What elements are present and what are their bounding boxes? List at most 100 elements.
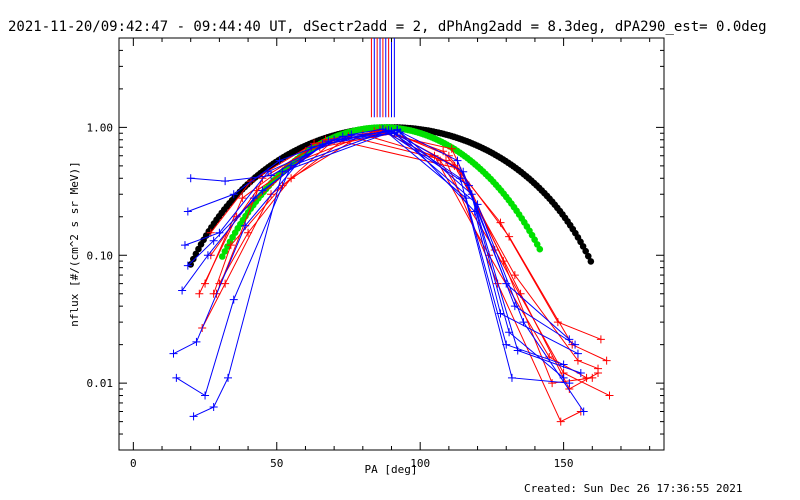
data-point-plus	[186, 174, 195, 183]
curve-point	[221, 248, 229, 255]
flux-series	[195, 127, 597, 388]
flux-series	[178, 129, 588, 416]
data-point-plus	[229, 190, 238, 199]
flux-series	[180, 125, 568, 382]
series-line	[187, 130, 576, 346]
data-point-plus	[447, 144, 456, 153]
curve-point	[192, 250, 200, 258]
data-point-plus	[464, 181, 473, 190]
y-axis-label: nflux [#/(cm^2 s sr MeV)]	[68, 161, 81, 327]
data-point-plus	[602, 356, 611, 365]
curve-point	[582, 247, 589, 255]
series-line	[218, 133, 587, 379]
curve-point	[189, 255, 197, 263]
curve-point	[587, 258, 595, 265]
series-line	[184, 128, 564, 379]
data-point-plus	[169, 349, 178, 358]
data-point-plus	[180, 241, 189, 250]
data-point-plus	[519, 318, 528, 327]
data-point-plus	[571, 340, 580, 349]
data-point-plus	[579, 407, 588, 416]
data-point-plus	[605, 391, 614, 400]
data-point-plus	[178, 286, 187, 295]
series-line	[187, 131, 581, 374]
flux-series	[183, 128, 585, 378]
y-tick-label: 0.10	[87, 249, 114, 262]
data-point-plus	[576, 369, 585, 378]
series-line	[176, 130, 564, 397]
data-point-plus	[505, 232, 514, 241]
data-point-plus	[226, 241, 235, 250]
data-point-plus	[462, 194, 471, 203]
flux-series	[189, 125, 582, 421]
flux-series	[212, 126, 605, 344]
data-point-plus	[556, 417, 565, 426]
data-point-plus	[507, 373, 516, 382]
series-line	[210, 131, 607, 362]
x-tick-label: 100	[410, 457, 430, 470]
data-point-plus	[505, 328, 514, 337]
data-point-plus	[502, 340, 511, 349]
data-point-plus	[594, 369, 603, 378]
data-point-plus	[275, 156, 284, 165]
data-point-plus	[267, 190, 276, 199]
data-point-plus	[189, 412, 198, 421]
flux-series	[172, 127, 568, 400]
data-point-plus	[467, 190, 476, 199]
x-tick-label: 150	[554, 457, 574, 470]
data-point-plus	[459, 167, 468, 176]
y-tick-label: 1.00	[87, 121, 114, 134]
data-point-plus	[201, 391, 210, 400]
axes: 0 50 100 150 0.01 0.10 1.00	[87, 37, 664, 470]
series-line	[181, 132, 585, 412]
data-point-plus	[221, 177, 230, 186]
x-axis-label: PA [deg]	[365, 463, 418, 476]
data-point-plus	[393, 125, 402, 134]
series-line	[190, 129, 570, 340]
curve-point	[536, 245, 544, 253]
series-line	[201, 135, 582, 423]
chart-title: 2021-11-20/09:42:47 - 09:44:40 UT, dSect…	[8, 19, 767, 35]
curve-point	[218, 253, 226, 260]
data-point-plus	[192, 337, 201, 346]
curve-point	[584, 252, 592, 260]
data-point-plus	[264, 167, 273, 176]
data-point-plus	[224, 373, 232, 382]
data-point-plus	[183, 207, 192, 216]
data-point-plus	[473, 200, 482, 209]
flux-series	[183, 127, 580, 349]
data-point-plus	[559, 360, 568, 369]
series-line	[213, 139, 599, 390]
data-point-plus	[510, 271, 519, 280]
data-point-plus	[238, 194, 247, 203]
data-point-plus	[307, 143, 316, 152]
data-point-plus	[548, 379, 557, 388]
data-point-plus	[195, 289, 204, 298]
vertical-markers	[370, 38, 395, 118]
curve-point	[533, 241, 541, 248]
data-point-plus	[565, 379, 574, 388]
data-point-plus	[573, 356, 582, 365]
data-point-plus	[203, 251, 212, 260]
data-point-plus	[513, 346, 522, 355]
created-timestamp: Created: Sun Dec 26 17:36:55 2021	[524, 482, 743, 495]
data-point-plus	[453, 156, 462, 165]
data-point-plus	[347, 130, 356, 139]
data-point-plus	[229, 295, 238, 304]
data-point-plus	[439, 147, 448, 156]
data-point-plus	[573, 349, 582, 358]
data-point-plus	[221, 279, 230, 288]
data-point-plus	[456, 174, 465, 183]
data-point-plus	[470, 207, 479, 216]
data-point-plus	[209, 403, 218, 412]
series-line	[198, 130, 593, 384]
x-tick-label: 50	[270, 457, 283, 470]
series-line	[173, 129, 570, 384]
data-point-plus	[596, 335, 605, 344]
flux-series	[186, 126, 574, 344]
data-point-plus	[172, 373, 181, 382]
data-point-plus	[209, 236, 218, 245]
data-point-plus	[258, 186, 267, 195]
y-tick-label: 0.01	[87, 377, 114, 390]
